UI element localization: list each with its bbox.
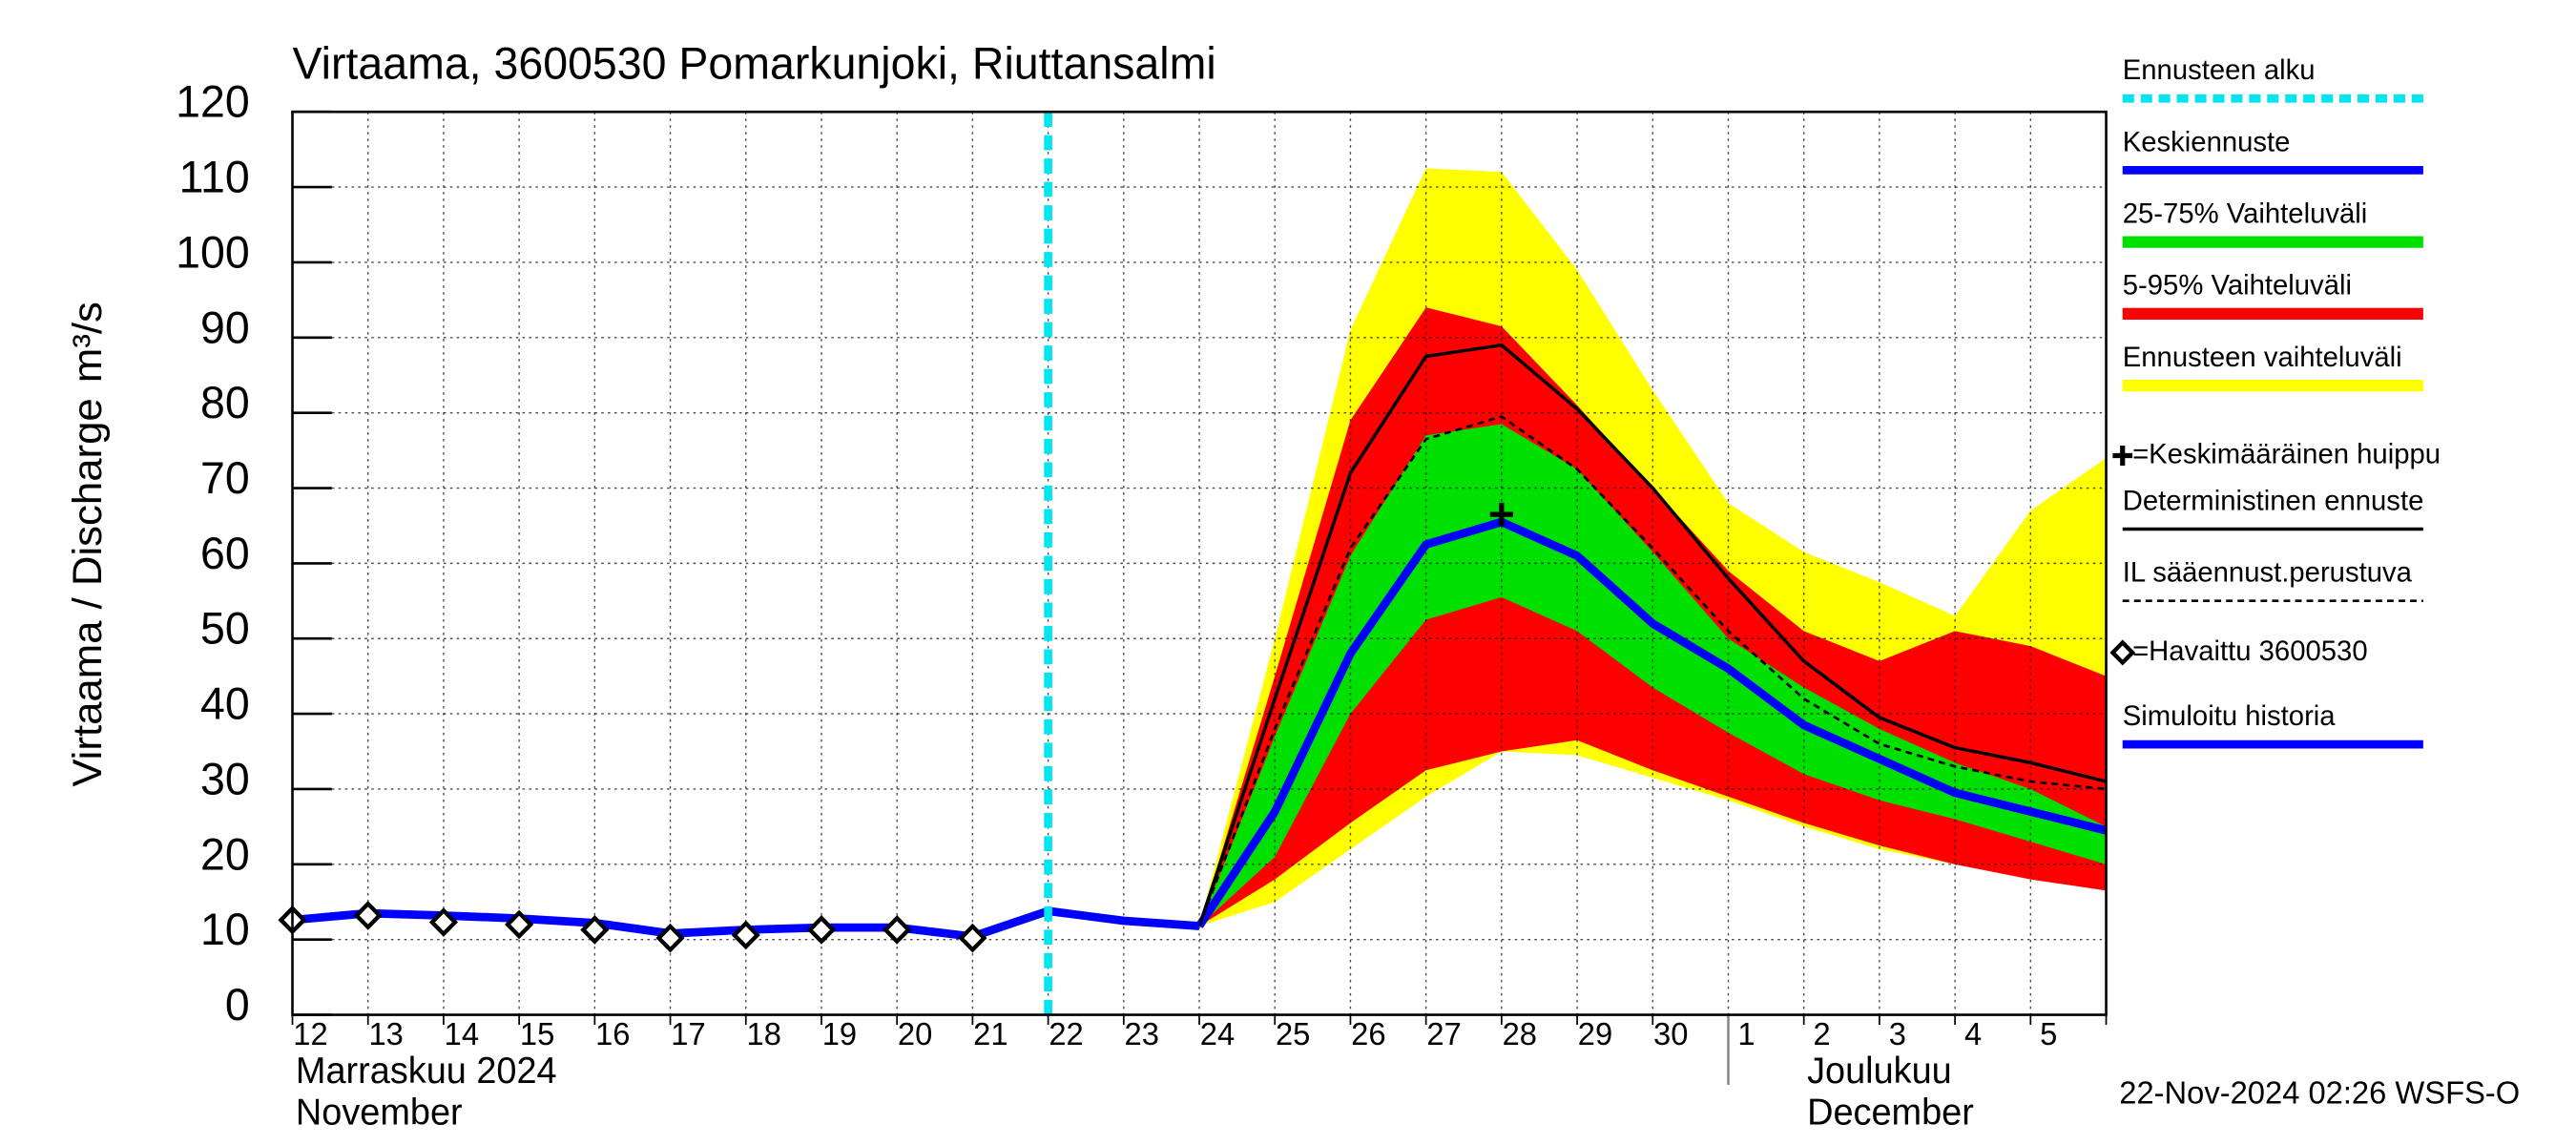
y-tick-label: 100 bbox=[176, 227, 250, 277]
legend-label: =Keskimääräinen huippu bbox=[2132, 438, 2441, 469]
x-tick-label: 21 bbox=[973, 1016, 1008, 1051]
y-tick-label: 90 bbox=[200, 302, 250, 352]
observed-point bbox=[883, 915, 912, 945]
x-tick-label: 28 bbox=[1503, 1016, 1537, 1051]
legend-symbol bbox=[2109, 639, 2136, 666]
legend-label: IL sääennust.perustuva bbox=[2123, 556, 2413, 588]
x-tick-label: 12 bbox=[293, 1016, 327, 1051]
x-tick-label: 16 bbox=[595, 1016, 630, 1051]
month-label: December bbox=[1807, 1092, 1974, 1133]
timestamp: 22-Nov-2024 02:26 WSFS-O bbox=[2119, 1074, 2520, 1110]
y-tick-label: 40 bbox=[200, 678, 250, 728]
chart-title: Virtaama, 3600530 Pomarkunjoki, Riuttans… bbox=[293, 38, 1216, 88]
observed-point bbox=[731, 920, 760, 950]
x-tick-label: 14 bbox=[445, 1016, 479, 1051]
observed-point bbox=[806, 915, 837, 945]
y-axis-unit: m³/s bbox=[65, 302, 111, 383]
legend-label: Simuloitu historia bbox=[2123, 700, 2336, 732]
x-tick-label: 23 bbox=[1125, 1016, 1159, 1051]
y-tick-label: 110 bbox=[179, 152, 250, 201]
x-tick-label: 17 bbox=[671, 1016, 705, 1051]
peak-marker bbox=[1489, 502, 1513, 527]
observed-point bbox=[580, 915, 610, 945]
y-tick-label: 50 bbox=[200, 603, 250, 653]
x-tick-label: 19 bbox=[822, 1016, 857, 1051]
month-label: Marraskuu 2024 bbox=[296, 1051, 557, 1092]
month-label: Joulukuu bbox=[1807, 1051, 1952, 1092]
plot-frame bbox=[291, 110, 2108, 1016]
legend: Ennusteen alku Keskiennuste 25-75% Vaihtel… bbox=[2109, 54, 2441, 749]
x-tick-label: 22 bbox=[1049, 1016, 1083, 1051]
y-tick-label: 30 bbox=[200, 754, 250, 803]
x-tick-label: 18 bbox=[747, 1016, 781, 1051]
observed-point bbox=[428, 907, 459, 937]
series-line bbox=[1197, 343, 2107, 927]
legend-label: 25-75% Vaihteluväli bbox=[2123, 198, 2368, 229]
legend-label: Deterministinen ennuste bbox=[2123, 485, 2424, 516]
y-tick-label: 70 bbox=[200, 453, 250, 503]
y-tick-label: 0 bbox=[225, 980, 250, 1030]
y-tick-label: 80 bbox=[200, 378, 250, 427]
month-label: November bbox=[296, 1092, 463, 1133]
x-tick-label: 4 bbox=[1964, 1016, 1982, 1051]
observed-point bbox=[655, 923, 685, 953]
series-line bbox=[1197, 415, 2107, 926]
observed-point bbox=[353, 901, 383, 930]
y-tick-label: 120 bbox=[176, 76, 250, 126]
x-tick-label: 26 bbox=[1351, 1016, 1385, 1051]
observed-point bbox=[505, 909, 534, 940]
x-tick-label: 13 bbox=[368, 1016, 403, 1051]
x-tick-label: 24 bbox=[1200, 1016, 1235, 1051]
x-tick-label: 1 bbox=[1737, 1016, 1755, 1051]
legend-label: Keskiennuste bbox=[2123, 126, 2291, 157]
legend-label: Ennusteen vaihteluväli bbox=[2123, 342, 2402, 373]
x-tick-label: 15 bbox=[520, 1016, 554, 1051]
legend-label: =Havaittu 3600530 bbox=[2132, 635, 2368, 667]
x-tick-label: 25 bbox=[1276, 1016, 1310, 1051]
x-tick-label: 5 bbox=[2040, 1016, 2057, 1051]
x-tick-label: 27 bbox=[1426, 1016, 1461, 1051]
x-tick-label: 2 bbox=[1814, 1016, 1831, 1051]
x-tick-label: 20 bbox=[898, 1016, 932, 1051]
x-tick-label: 30 bbox=[1653, 1016, 1688, 1051]
y-axis-label: Virtaama / Discharge bbox=[65, 398, 111, 786]
plot-area bbox=[278, 111, 2108, 1016]
observed-point bbox=[958, 923, 987, 953]
series-line bbox=[1195, 517, 2108, 928]
y-tick-label: 60 bbox=[200, 529, 250, 578]
y-tick-label: 10 bbox=[200, 905, 250, 954]
y-tick-label: 20 bbox=[200, 829, 250, 879]
legend-symbol bbox=[2112, 446, 2133, 467]
legend-label: 5-95% Vaihteluväli bbox=[2123, 270, 2352, 302]
x-tick-label: 29 bbox=[1578, 1016, 1612, 1051]
x-tick-label: 3 bbox=[1889, 1016, 1906, 1051]
legend-label: Ennusteen alku bbox=[2123, 54, 2316, 86]
